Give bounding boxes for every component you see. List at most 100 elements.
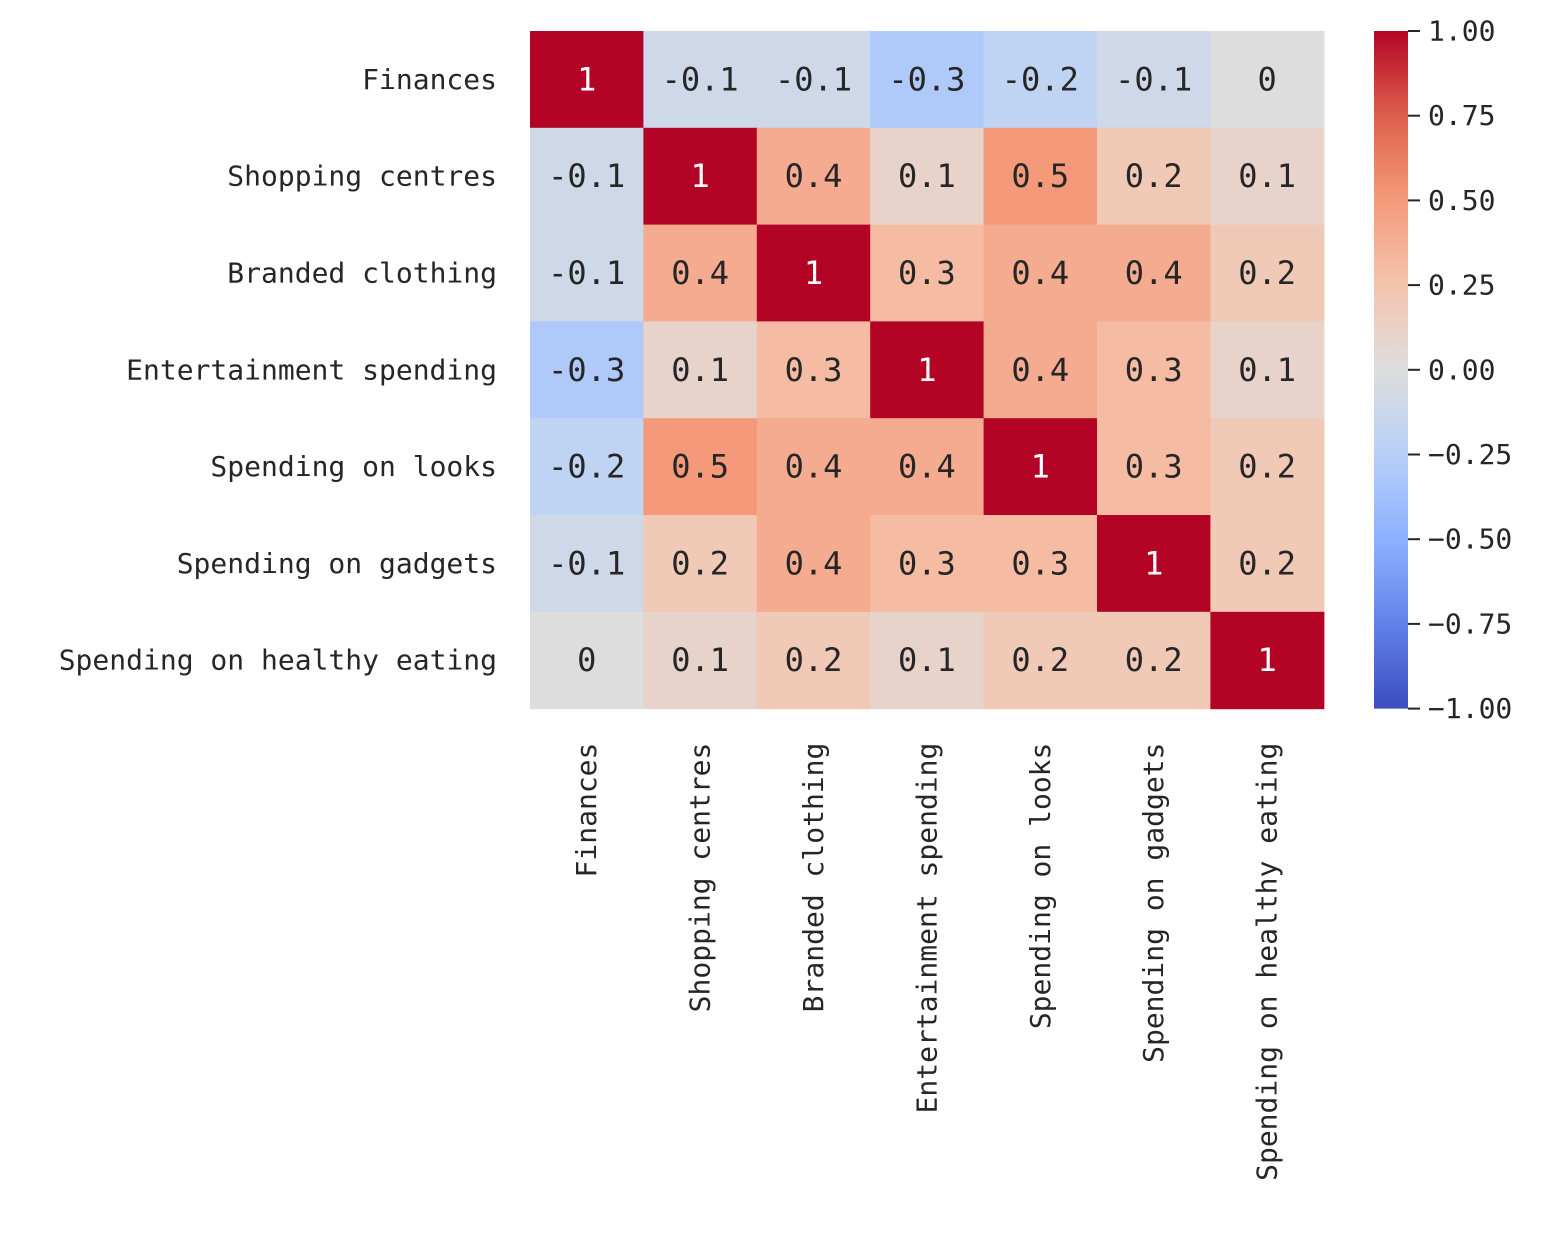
cell-value-label: 1 xyxy=(690,157,709,195)
cell-value-label: 0.2 xyxy=(1011,641,1069,679)
heatmap-cell xyxy=(530,515,644,613)
cell-value-label: 0.2 xyxy=(1238,448,1296,486)
cell-value-label: 0.2 xyxy=(1238,254,1296,292)
cell-value-label: -0.3 xyxy=(548,351,625,389)
cell-value-label: 1 xyxy=(1144,544,1163,582)
heatmap-cell xyxy=(756,611,871,710)
colorbar-tick-label: 1.00 xyxy=(1428,15,1495,48)
cell-value-label: 0.3 xyxy=(1011,544,1069,582)
heatmap-cell xyxy=(756,321,871,419)
x-tick-label: Entertainment spending xyxy=(910,743,943,1114)
cell-value-label: -0.3 xyxy=(888,60,965,98)
cell-value-label: 0.3 xyxy=(785,351,843,389)
heatmap-cell xyxy=(1210,224,1325,322)
x-tick-label: Spending on healthy eating xyxy=(1251,743,1284,1181)
x-tick-label: Branded clothing xyxy=(797,743,830,1013)
cell-value-label: -0.1 xyxy=(548,544,625,582)
cell-value-label: -0.2 xyxy=(548,448,625,486)
heatmap-cell xyxy=(1097,31,1211,129)
cell-value-label: 1 xyxy=(804,254,823,292)
cell-value-label: -0.1 xyxy=(548,254,625,292)
colorbar-tick-label: 0.00 xyxy=(1428,353,1495,386)
heatmap-cell xyxy=(1210,418,1325,516)
heatmap-cell xyxy=(983,224,1098,322)
cell-value-label: 1 xyxy=(917,351,936,389)
cell-value-label: 0.4 xyxy=(785,448,843,486)
heatmap-cell xyxy=(530,224,644,322)
heatmap-cell-labels: 1 -0.1 -0.1 -0.3 -0.2 -0.1 0 -0.1 1 0.4 0.1 0.5 0.2 0… xyxy=(548,60,1296,679)
heatmap-cell xyxy=(530,418,644,516)
cell-value-label: 0.2 xyxy=(1125,641,1183,679)
heatmap-cell xyxy=(643,515,758,613)
heatmap-cell xyxy=(756,515,871,613)
y-tick-label: Finances xyxy=(362,63,497,96)
heatmap-cell xyxy=(1097,224,1211,322)
cell-value-label: -0.1 xyxy=(775,60,852,98)
heatmap-cell xyxy=(1210,321,1325,419)
colorbar-tick-label: −0.50 xyxy=(1428,523,1512,556)
x-tick-label: Spending on looks xyxy=(1024,743,1057,1030)
cell-value-label: 0.4 xyxy=(785,157,843,195)
heatmap-cells xyxy=(530,31,1325,710)
heatmap-cell xyxy=(1097,418,1211,516)
heatmap-cell xyxy=(1210,31,1325,129)
cell-value-label: 1 xyxy=(1031,448,1050,486)
cell-value-label: 0.1 xyxy=(898,641,956,679)
heatmap-cell xyxy=(643,418,758,516)
x-tick-label: Finances xyxy=(570,743,603,878)
colorbar-tick-label: −1.00 xyxy=(1428,692,1512,725)
colorbar-tick-label: 0.25 xyxy=(1428,269,1495,302)
heatmap-cell xyxy=(870,321,985,419)
cell-value-label: 1 xyxy=(1257,641,1276,679)
colorbar: 1.00 0.75 0.50 0.25 0.00 −0.25 −0.50 −0.75 −1.00 xyxy=(1374,15,1512,725)
cell-value-label: -0.1 xyxy=(662,60,739,98)
heatmap-cell xyxy=(756,418,871,516)
cell-value-label: 0.4 xyxy=(1011,351,1069,389)
colorbar-tick-label: −0.25 xyxy=(1428,438,1512,471)
cell-value-label: 0.1 xyxy=(1238,157,1296,195)
heatmap-cell xyxy=(756,224,871,322)
colorbar-gradient xyxy=(1374,31,1408,709)
heatmap-cell xyxy=(756,31,871,129)
cell-value-label: 0.3 xyxy=(1125,448,1183,486)
x-tick-label: Shopping centres xyxy=(684,743,717,1013)
cell-value-label: 0.2 xyxy=(671,544,729,582)
heatmap-cell xyxy=(983,611,1098,710)
colorbar-tick-label: 0.75 xyxy=(1428,99,1495,132)
heatmap-cell xyxy=(1097,127,1211,226)
heatmap-cell xyxy=(983,515,1098,613)
cell-value-label: 0.4 xyxy=(671,254,729,292)
cell-value-label: 0.1 xyxy=(671,641,729,679)
cell-value-label: 0.3 xyxy=(1125,351,1183,389)
heatmap-cell xyxy=(983,127,1098,226)
heatmap-cell xyxy=(530,321,644,419)
cell-value-label: 0.5 xyxy=(1011,157,1069,195)
cell-value-label: 0.4 xyxy=(1125,254,1183,292)
heatmap-cell xyxy=(1097,611,1211,710)
cell-value-label: 0 xyxy=(577,641,596,679)
heatmap-cell xyxy=(870,224,985,322)
heatmap-cell xyxy=(643,224,758,322)
cell-value-label: 0.1 xyxy=(1238,351,1296,389)
cell-value-label: 0.4 xyxy=(898,448,956,486)
heatmap-cell xyxy=(870,31,985,129)
heatmap-cell xyxy=(870,418,985,516)
heatmap-cell xyxy=(983,321,1098,419)
cell-value-label: 0.5 xyxy=(671,448,729,486)
y-tick-label: Entertainment spending xyxy=(126,353,497,386)
heatmap-cell xyxy=(983,31,1098,129)
heatmap-cell xyxy=(1210,127,1325,226)
x-axis-tick-labels: Finances Shopping centres Branded clothing… xyxy=(570,743,1283,1181)
cell-value-label: -0.1 xyxy=(1115,60,1192,98)
y-tick-label: Branded clothing xyxy=(227,257,497,290)
cell-value-label: 0.3 xyxy=(898,544,956,582)
cell-value-label: -0.1 xyxy=(548,157,625,195)
cell-value-label: 0.4 xyxy=(785,544,843,582)
heatmap-cell xyxy=(983,418,1098,516)
cell-value-label: 0.1 xyxy=(898,157,956,195)
cell-value-label: 0.2 xyxy=(785,641,843,679)
y-tick-label: Spending on healthy eating xyxy=(59,644,497,677)
cell-value-label: 0 xyxy=(1257,60,1276,98)
colorbar-tick-label: −0.75 xyxy=(1428,607,1512,640)
heatmap-cell xyxy=(643,31,758,129)
